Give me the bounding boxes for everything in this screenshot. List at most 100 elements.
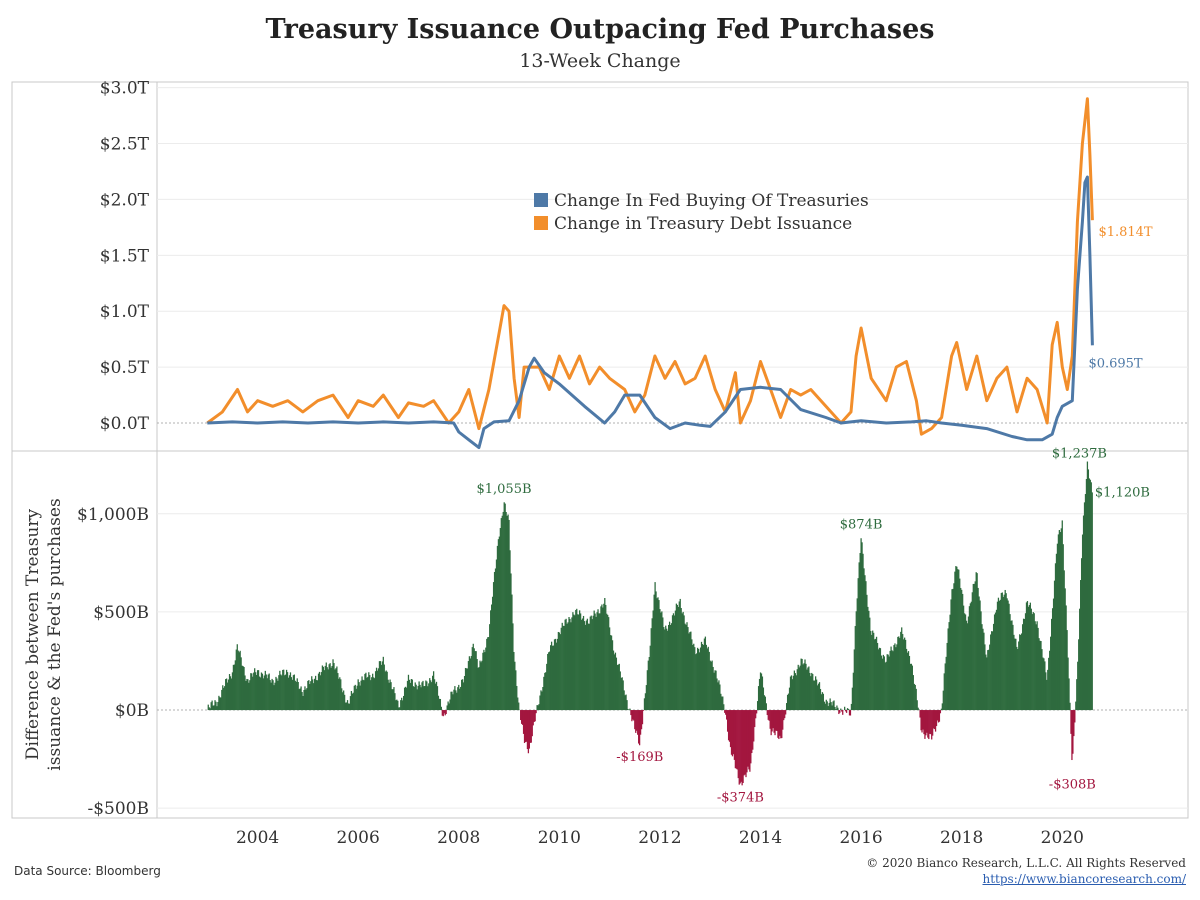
- difference-bar: [576, 608, 578, 711]
- difference-bar: [1054, 563, 1057, 711]
- difference-bar: [532, 710, 534, 726]
- difference-bar: [770, 710, 772, 736]
- difference-bar: [1080, 558, 1083, 711]
- difference-bar: [944, 663, 946, 711]
- difference-bar: [935, 710, 938, 727]
- difference-bar: [1014, 638, 1016, 711]
- difference-bar: [1043, 658, 1045, 711]
- difference-bar: [713, 672, 715, 711]
- difference-bar: [382, 656, 384, 711]
- difference-bar: [1005, 593, 1007, 711]
- difference-bar: [638, 710, 640, 744]
- difference-bar: [218, 695, 220, 711]
- difference-bar: [586, 618, 589, 711]
- difference-bar: [995, 609, 998, 711]
- difference-bar: [813, 680, 815, 711]
- y-tick-label: $2.0T: [100, 190, 150, 210]
- difference-bar: [381, 661, 383, 711]
- difference-bar: [703, 638, 706, 711]
- difference-bar: [348, 703, 351, 711]
- difference-bar: [242, 666, 244, 711]
- difference-bar: [501, 515, 503, 711]
- difference-bar: [342, 692, 344, 711]
- difference-bar: [663, 627, 665, 711]
- difference-bar: [647, 660, 649, 711]
- difference-bar: [215, 701, 217, 711]
- difference-bar: [820, 694, 823, 711]
- difference-bar: [727, 710, 730, 741]
- difference-bar: [885, 661, 887, 711]
- difference-bar: [442, 710, 444, 717]
- difference-bar: [792, 675, 795, 711]
- difference-bar: [851, 687, 854, 711]
- difference-bar: [958, 569, 960, 711]
- difference-bar: [611, 640, 614, 711]
- difference-bar: [277, 680, 279, 711]
- difference-bar: [208, 707, 210, 711]
- difference-bar: [709, 660, 711, 711]
- difference-bar: [950, 599, 952, 711]
- difference-bar: [888, 656, 890, 711]
- difference-bar: [412, 686, 414, 711]
- y-tick-label: -$500B: [87, 799, 149, 819]
- difference-bar: [654, 582, 656, 711]
- difference-bar: [272, 680, 274, 711]
- difference-bar: [585, 620, 588, 711]
- difference-bar: [786, 694, 789, 711]
- difference-bar: [861, 542, 863, 711]
- difference-bar: [231, 672, 234, 711]
- difference-bar: [993, 614, 996, 711]
- difference-bar: [956, 566, 958, 711]
- difference-bar: [315, 680, 318, 711]
- difference-bar: [933, 710, 936, 730]
- difference-bar: [1042, 657, 1044, 711]
- y-axis-label-line1: Difference between Treasury: [23, 509, 43, 761]
- difference-bar: [1071, 710, 1073, 761]
- difference-bar: [1070, 710, 1072, 734]
- difference-bar: [229, 676, 232, 711]
- difference-bar: [402, 695, 405, 711]
- difference-bar: [485, 647, 487, 711]
- difference-bar: [255, 672, 257, 711]
- difference-bar: [1009, 614, 1011, 711]
- difference-bar: [251, 673, 253, 711]
- difference-bar: [614, 652, 617, 711]
- difference-bar: [618, 663, 620, 711]
- difference-bar: [926, 710, 928, 733]
- difference-bar: [349, 696, 352, 711]
- difference-bar: [983, 632, 985, 711]
- difference-bar: [335, 668, 337, 711]
- difference-bar: [345, 702, 348, 711]
- difference-bar: [460, 686, 462, 711]
- difference-bar: [230, 678, 233, 711]
- difference-bar: [656, 598, 658, 711]
- difference-bar: [304, 686, 306, 711]
- chart-subtitle: 13-Week Change: [519, 50, 681, 72]
- difference-bar: [876, 642, 879, 711]
- difference-bar: [399, 707, 401, 711]
- difference-bar: [340, 679, 342, 711]
- difference-bar: [578, 614, 580, 711]
- annotation-label: $1,120B: [1095, 485, 1150, 500]
- difference-bar: [225, 679, 227, 711]
- difference-bar: [776, 710, 778, 732]
- website-link[interactable]: https://www.biancoresearch.com/: [982, 872, 1186, 886]
- difference-bar: [269, 680, 271, 711]
- difference-bar: [759, 672, 762, 711]
- difference-bar: [264, 670, 266, 711]
- difference-bar: [938, 710, 941, 722]
- difference-bar: [718, 680, 720, 711]
- difference-bar: [627, 708, 629, 711]
- difference-bar: [540, 690, 542, 711]
- difference-bar: [785, 710, 787, 715]
- difference-bar: [603, 603, 605, 711]
- difference-bar: [1015, 638, 1017, 711]
- difference-bar: [338, 678, 340, 711]
- difference-bar: [1047, 669, 1049, 711]
- difference-bar: [529, 710, 531, 743]
- outer-border: [11, 81, 1189, 819]
- difference-bar: [870, 630, 872, 711]
- difference-bar: [563, 625, 565, 711]
- difference-bar: [864, 575, 866, 711]
- difference-bar: [679, 598, 681, 711]
